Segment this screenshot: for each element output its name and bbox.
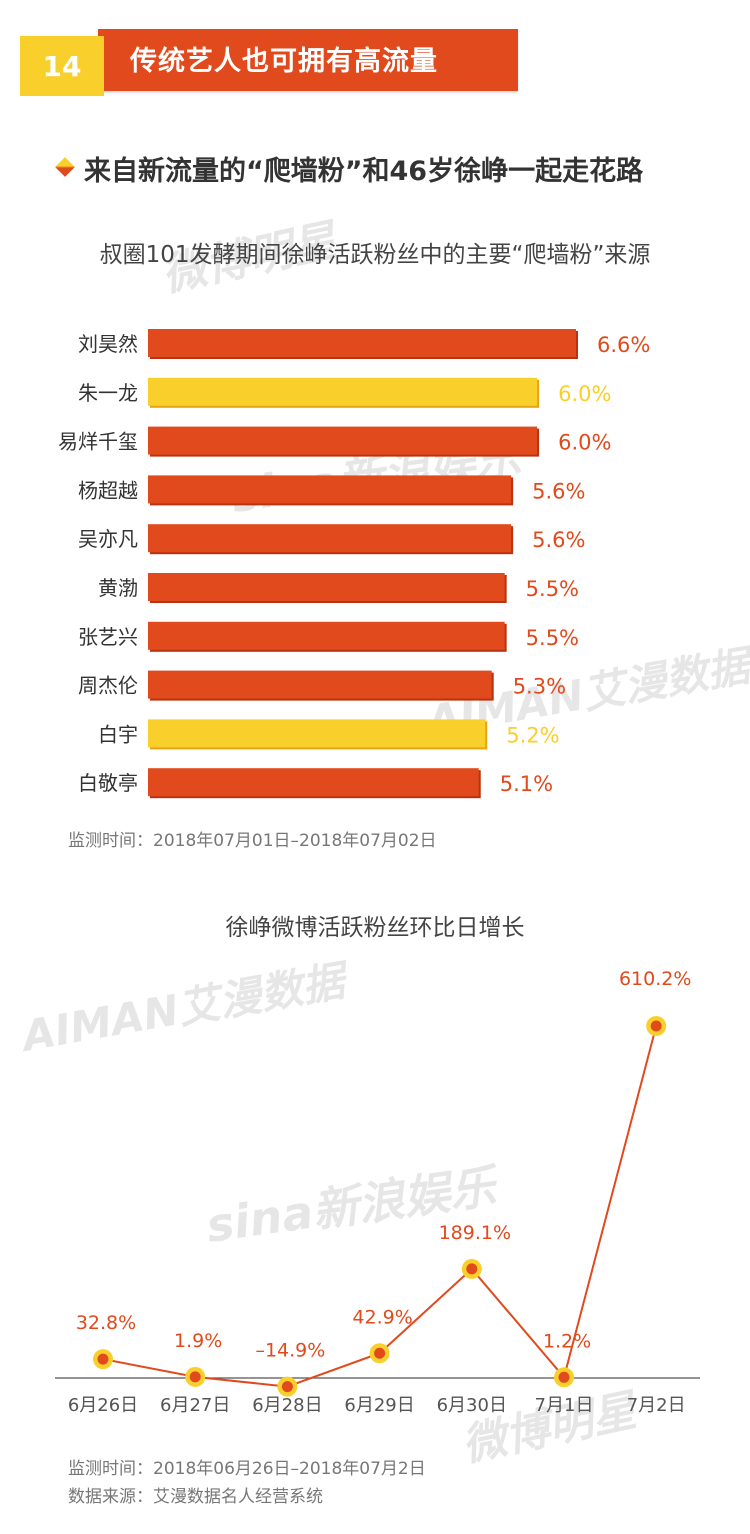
data-point-center bbox=[650, 1020, 662, 1032]
x-tick-label: 6月28日 bbox=[252, 1395, 322, 1416]
line-chart-note-source: 数据来源：艾漫数据名人经营系统 bbox=[68, 1487, 323, 1507]
data-label: 5.6% bbox=[532, 479, 585, 503]
data-label: 5.5% bbox=[526, 626, 579, 650]
data-label: 6.0% bbox=[558, 431, 611, 455]
data-label: 32.8% bbox=[76, 1312, 136, 1334]
data-label: 5.3% bbox=[513, 675, 566, 699]
category-label: 张艺兴 bbox=[78, 625, 138, 649]
bar bbox=[148, 573, 505, 601]
bar-chart-note: 监测时间：2018年07月01日–2018年07月02日 bbox=[68, 831, 437, 851]
bar bbox=[148, 329, 576, 357]
line-chart: 32.8% 6月26日 1.9% 6月27日 –14.9% 6月28日 42.9% 6月29日… bbox=[55, 968, 700, 1416]
category-label: 刘昊然 bbox=[78, 332, 138, 356]
data-point-center bbox=[189, 1371, 201, 1383]
category-label: 易烊千玺 bbox=[58, 430, 138, 454]
category-label: 白敬亭 bbox=[78, 771, 138, 795]
category-label: 黄渤 bbox=[98, 576, 138, 600]
x-tick-label: 6月26日 bbox=[68, 1395, 138, 1416]
bar bbox=[148, 377, 538, 406]
bar bbox=[148, 621, 505, 650]
data-label: 42.9% bbox=[352, 1306, 412, 1328]
data-label: 6.6% bbox=[597, 333, 650, 357]
x-tick-label: 6月30日 bbox=[437, 1395, 507, 1416]
data-label: 1.9% bbox=[174, 1330, 222, 1352]
bar bbox=[148, 670, 492, 699]
data-label: 5.6% bbox=[532, 528, 585, 552]
data-label: 610.2% bbox=[619, 968, 691, 990]
diamond-bullet-icon bbox=[55, 157, 75, 177]
data-label: 5.1% bbox=[500, 772, 553, 796]
category-label: 吴亦凡 bbox=[78, 527, 138, 551]
data-point-center bbox=[281, 1381, 293, 1393]
data-point-center bbox=[374, 1347, 386, 1359]
header-title: 传统艺人也可拥有高流量 bbox=[130, 46, 438, 77]
data-point-center bbox=[466, 1263, 478, 1275]
data-label: 6.0% bbox=[558, 382, 611, 406]
category-label: 朱一龙 bbox=[78, 381, 138, 405]
data-label: 5.2% bbox=[506, 723, 559, 747]
category-label: 杨超越 bbox=[78, 478, 138, 502]
section-number-badge: 14 bbox=[20, 36, 104, 96]
bar-chart: 刘昊然 6.6% 朱一龙 6.0% 易烊千玺 6.0% 杨超越 5.6% 吴亦凡 5.6% 黄渤 5.… bbox=[58, 329, 650, 799]
line-chart-note-period: 监测时间：2018年06月26日–2018年07月2日 bbox=[68, 1459, 426, 1479]
bar bbox=[148, 768, 479, 797]
x-tick-label: 6月29日 bbox=[344, 1395, 414, 1416]
bar bbox=[148, 426, 538, 455]
x-tick-label: 6月27日 bbox=[160, 1395, 230, 1416]
bar bbox=[148, 475, 512, 504]
data-point-center bbox=[558, 1371, 570, 1383]
category-label: 周杰伦 bbox=[78, 674, 138, 698]
data-label: 1.2% bbox=[543, 1330, 591, 1352]
section-subtitle: 来自新流量的“爬墙粉”和46岁徐峥一起走花路 bbox=[84, 156, 644, 187]
bar bbox=[148, 524, 512, 553]
data-label: 5.5% bbox=[526, 577, 579, 601]
x-tick-label: 7月2日 bbox=[627, 1395, 686, 1416]
data-label: –14.9% bbox=[255, 1340, 325, 1362]
line-chart-title: 徐峥微博活跃粉丝环比日增长 bbox=[225, 915, 525, 941]
x-tick-label: 7月1日 bbox=[535, 1395, 594, 1416]
data-point-center bbox=[97, 1353, 109, 1365]
category-label: 白宇 bbox=[98, 722, 138, 746]
bar-chart-title: 叔圈101发酵期间徐峥活跃粉丝中的主要“爬墙粉”来源 bbox=[99, 242, 651, 268]
data-label: 189.1% bbox=[439, 1222, 511, 1244]
bar bbox=[148, 719, 486, 748]
header-bar bbox=[98, 29, 518, 91]
